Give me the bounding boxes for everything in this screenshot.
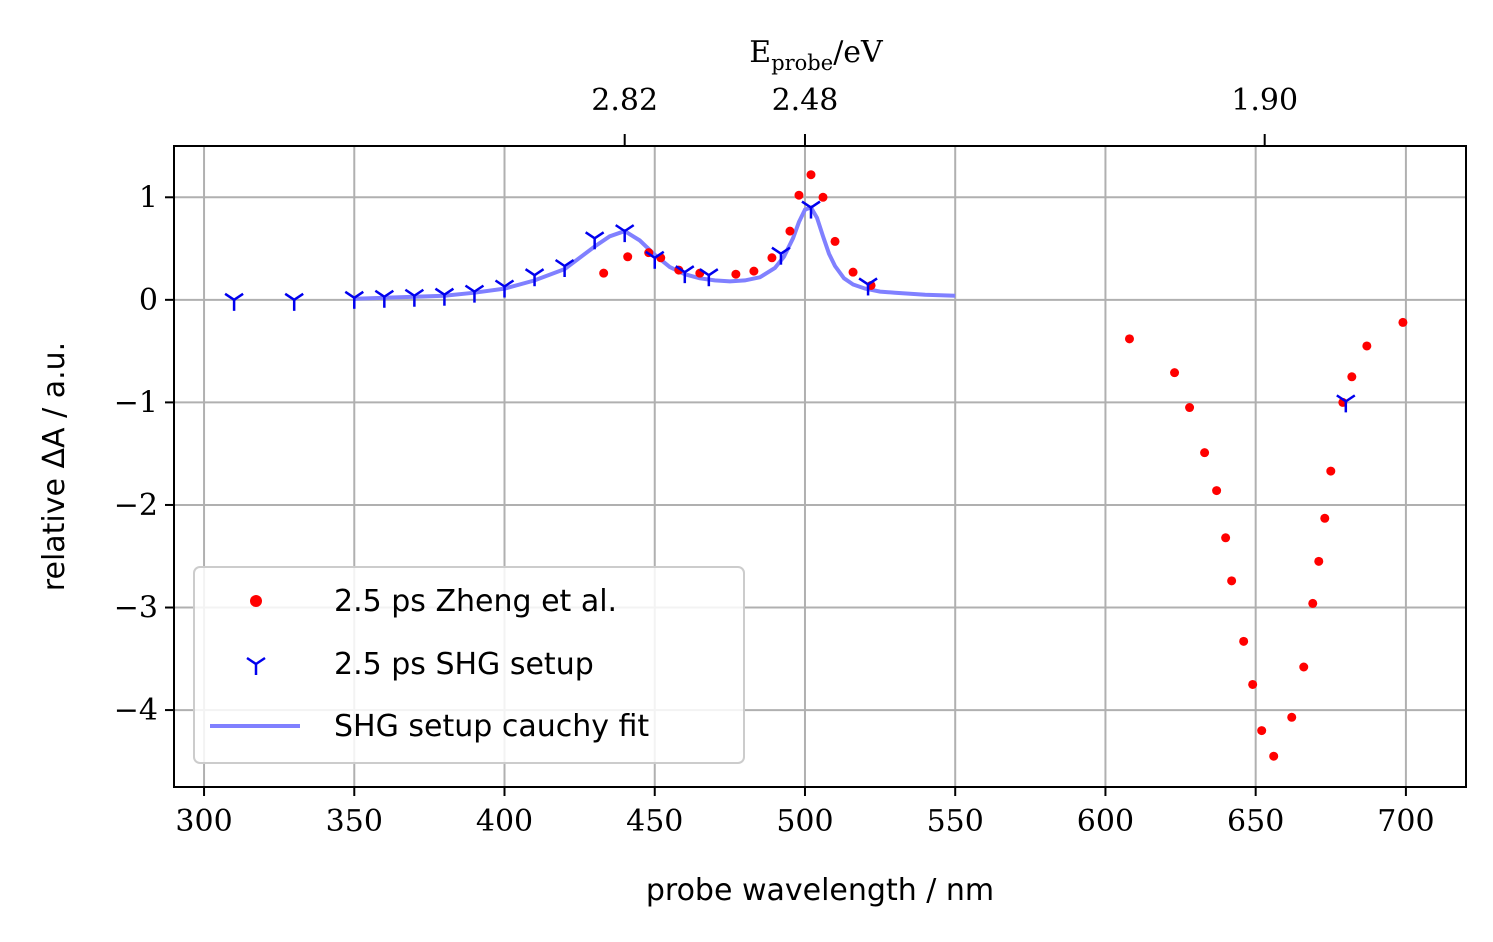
- ticks: 300 350 400 450 500 550 600 650 700 1 0 −1 −2 −3 −4 2.8…: [114, 83, 1435, 839]
- legend-tri-icon: [246, 656, 266, 675]
- shg-point: [615, 224, 635, 243]
- y-tick-label: −3: [114, 591, 158, 626]
- legend: 2.5 ps Zheng et al. 2.5 ps SHG setup SHG s…: [193, 566, 745, 764]
- legend-label: 2.5 ps SHG setup: [334, 647, 594, 682]
- y-tick-label: −1: [114, 385, 158, 420]
- zheng-point: [1185, 403, 1195, 413]
- zheng-point: [1398, 317, 1408, 327]
- plot-frame: [173, 145, 1467, 788]
- shg-point: [645, 250, 665, 269]
- zheng-point: [1299, 662, 1309, 672]
- zheng-point: [785, 226, 795, 236]
- shg-point: [374, 289, 395, 308]
- shg-point: [584, 231, 605, 250]
- shg-point: [284, 292, 304, 311]
- shg-point: [699, 268, 719, 287]
- shg-point: [464, 284, 485, 303]
- x-tick-label: 400: [476, 804, 533, 839]
- zheng-point: [1320, 513, 1330, 523]
- top-tick-label: 2.82: [591, 83, 658, 118]
- legend-dot-icon: [250, 595, 262, 607]
- zheng-point: [818, 192, 828, 202]
- top-axis-label: Eprobe/eV: [749, 35, 884, 75]
- shg-point: [858, 277, 878, 296]
- zheng-point: [749, 266, 759, 276]
- zheng-point: [1347, 372, 1357, 382]
- zheng-point: [1362, 341, 1372, 351]
- x-axis-label: probe wavelength / nm: [646, 873, 994, 908]
- zheng-point: [1257, 726, 1267, 736]
- zheng-point: [848, 267, 858, 277]
- shg-point: [434, 287, 455, 306]
- shg-point: [344, 290, 364, 309]
- legend-box: [193, 566, 745, 764]
- top-tick-label: 1.90: [1231, 83, 1298, 118]
- shg-point: [494, 279, 515, 298]
- zheng-point: [1308, 598, 1318, 608]
- shg-point: [224, 292, 244, 311]
- shg-point: [771, 246, 791, 265]
- shg-point: [1336, 394, 1356, 413]
- grid: [174, 146, 1466, 787]
- zheng-point: [1170, 368, 1180, 378]
- zheng-point: [1269, 751, 1279, 761]
- zheng-point: [830, 236, 840, 246]
- top-tick-label: 2.48: [772, 83, 839, 118]
- zheng-point: [1239, 636, 1249, 646]
- zheng-point: [1248, 679, 1258, 689]
- zheng-point: [794, 190, 804, 200]
- y-tick-label: −4: [114, 693, 158, 728]
- zheng-point: [1200, 448, 1210, 458]
- zheng-point: [1124, 334, 1134, 344]
- zheng-point: [1212, 486, 1222, 496]
- shg-points: [224, 200, 1356, 413]
- x-tick-label: 650: [1227, 804, 1284, 839]
- zheng-point: [623, 252, 633, 262]
- legend-label: 2.5 ps Zheng et al.: [334, 584, 617, 619]
- shg-point: [801, 200, 821, 219]
- shg-point: [554, 258, 575, 277]
- shg-point: [404, 288, 425, 307]
- x-tick-label: 350: [326, 804, 383, 839]
- zheng-point: [1287, 712, 1297, 722]
- y-axis-label: relative ΔA / a.u.: [37, 342, 72, 591]
- shg-point: [524, 268, 545, 287]
- zheng-point: [599, 268, 609, 278]
- x-tick-label: 450: [626, 804, 683, 839]
- zheng-point: [767, 253, 777, 263]
- zheng-point: [1227, 576, 1237, 586]
- shg-point: [675, 265, 695, 284]
- zheng-points: [599, 170, 1408, 761]
- x-tick-label: 500: [776, 804, 833, 839]
- y-tick-label: 1: [139, 180, 158, 215]
- legend-label: SHG setup cauchy fit: [334, 709, 649, 744]
- zheng-point: [806, 170, 816, 180]
- x-tick-label: 700: [1377, 804, 1434, 839]
- zheng-point: [1221, 533, 1231, 543]
- zheng-point: [1326, 466, 1336, 476]
- x-tick-label: 300: [175, 804, 232, 839]
- zheng-point: [1314, 556, 1324, 566]
- zheng-point: [731, 269, 741, 279]
- y-tick-label: −2: [114, 488, 158, 523]
- x-tick-label: 550: [927, 804, 984, 839]
- x-tick-label: 600: [1077, 804, 1134, 839]
- y-tick-label: 0: [139, 283, 158, 318]
